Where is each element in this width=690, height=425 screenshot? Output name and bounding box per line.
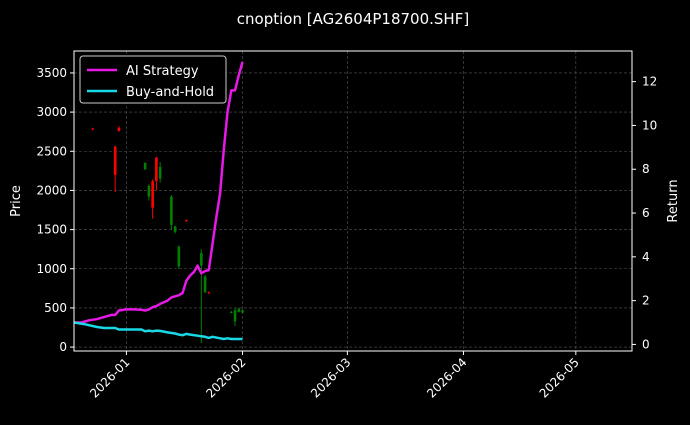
y-right-tick-label: 8 — [642, 162, 650, 176]
candle-body — [185, 220, 188, 222]
candle-body — [147, 185, 151, 197]
y-right-tick-label: 6 — [642, 206, 650, 220]
candle-body — [229, 311, 233, 313]
y-left-tick-label: 3000 — [36, 105, 67, 119]
y-right-tick-label: 0 — [642, 337, 650, 351]
series-line-ai-strategy — [74, 61, 244, 324]
y-left-tick-label: 2500 — [36, 144, 67, 158]
candle-body — [117, 127, 121, 131]
candle-body — [155, 157, 158, 182]
candle-body — [170, 196, 173, 225]
y-left-tick-label: 1500 — [36, 223, 67, 237]
y-right-tick-label: 4 — [642, 250, 650, 264]
y-left-tick-label: 1000 — [36, 262, 67, 276]
series-lines — [73, 61, 244, 341]
y-right-tick-label: 10 — [642, 118, 657, 132]
candlesticks — [91, 126, 244, 344]
candle-body — [233, 310, 237, 322]
legend-label-buy-and-hold: Buy-and-Hold — [126, 85, 214, 100]
candle-body — [143, 163, 147, 170]
candle-body — [241, 310, 244, 313]
candle-body — [200, 253, 203, 266]
candle-body — [158, 166, 162, 179]
legend-label-ai-strategy: AI Strategy — [126, 64, 199, 79]
series-line-buy-and-hold — [73, 321, 243, 341]
chart-title: cnoption [AG2604P18700.SHF] — [237, 10, 469, 28]
y-right-tick-label: 12 — [642, 75, 657, 89]
y-left-tick-label: 3500 — [36, 66, 67, 80]
gridlines — [74, 51, 632, 351]
candle-body — [173, 226, 177, 232]
plot-frame — [73, 50, 633, 352]
legend: AI Strategy Buy-and-Hold — [79, 55, 227, 104]
candle-body — [203, 276, 207, 293]
candle-body — [91, 128, 95, 130]
y-left-tick-label: 500 — [44, 301, 67, 315]
candle-body — [207, 292, 211, 294]
candle-body — [177, 246, 181, 267]
y-right-tick-label: 2 — [642, 294, 650, 308]
candle-body — [151, 181, 154, 208]
candle-body — [113, 146, 117, 175]
y-axis-right-label: Return — [666, 179, 681, 222]
y-left-tick-label: 0 — [59, 340, 67, 354]
y-axis-left-label: Price — [9, 185, 24, 217]
candle-body — [237, 308, 241, 312]
y-left-tick-label: 2000 — [36, 183, 67, 197]
